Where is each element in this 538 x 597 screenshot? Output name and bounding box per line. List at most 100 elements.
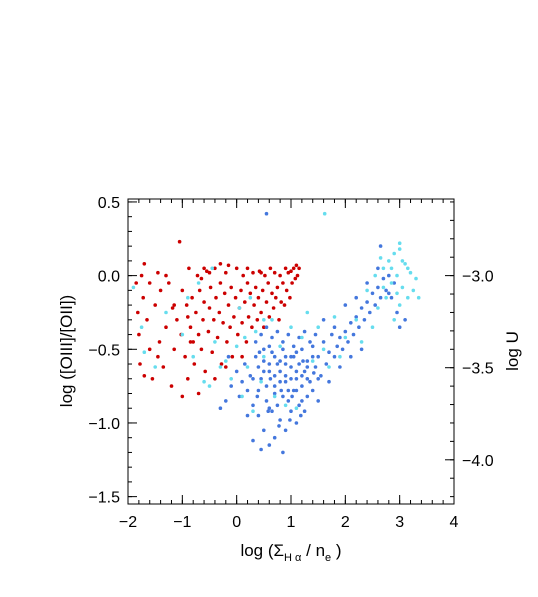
data-point xyxy=(279,300,284,304)
data-point xyxy=(302,409,307,414)
data-point xyxy=(196,281,201,285)
data-point xyxy=(136,310,140,315)
data-point xyxy=(283,374,288,378)
data-point xyxy=(400,285,405,290)
data-point xyxy=(172,347,176,352)
data-point xyxy=(224,399,228,403)
data-point xyxy=(316,399,321,403)
data-point xyxy=(290,394,294,399)
data-point xyxy=(286,332,291,337)
data-point xyxy=(240,379,244,384)
data-point xyxy=(210,350,214,355)
data-point xyxy=(245,413,250,418)
data-point xyxy=(243,300,247,304)
data-point xyxy=(156,270,160,275)
data-point xyxy=(237,306,242,310)
data-point xyxy=(389,295,394,300)
data-point xyxy=(270,291,274,296)
data-point xyxy=(268,266,273,271)
data-point xyxy=(206,329,211,334)
data-point xyxy=(332,325,337,330)
data-point xyxy=(416,295,421,300)
data-point xyxy=(289,377,293,381)
data-point xyxy=(354,295,359,300)
x-tick-label: −1 xyxy=(173,514,191,531)
data-point xyxy=(226,303,231,307)
data-point xyxy=(138,362,142,366)
data-point xyxy=(305,359,310,363)
data-point xyxy=(294,369,299,374)
data-point xyxy=(256,413,261,418)
data-point xyxy=(290,281,294,285)
data-point xyxy=(250,325,254,330)
data-point xyxy=(221,321,225,325)
data-point xyxy=(175,318,179,322)
data-point xyxy=(305,310,310,315)
data-point xyxy=(197,288,202,293)
data-point xyxy=(259,332,263,337)
data-point xyxy=(253,354,258,359)
data-point xyxy=(194,310,198,315)
data-point xyxy=(229,377,233,381)
data-point xyxy=(283,403,288,408)
data-point xyxy=(300,347,304,352)
data-point xyxy=(202,266,206,271)
data-point xyxy=(321,347,326,352)
data-point xyxy=(359,306,364,310)
data-point xyxy=(164,325,168,330)
x-tick-label: −2 xyxy=(119,514,137,531)
data-point xyxy=(207,306,212,310)
data-point xyxy=(208,285,213,290)
data-point xyxy=(357,325,361,330)
data-point xyxy=(245,266,250,271)
data-point xyxy=(319,374,323,378)
data-point xyxy=(332,354,337,359)
data-point xyxy=(253,285,258,290)
data-point xyxy=(302,369,307,374)
data-point xyxy=(262,347,266,352)
data-point xyxy=(376,285,380,290)
data-point xyxy=(389,281,394,285)
y-tick-label: −0.5 xyxy=(88,342,120,359)
data-point xyxy=(219,362,224,366)
data-point xyxy=(260,288,265,293)
x-tick-label: 2 xyxy=(341,514,350,531)
data-point xyxy=(365,288,369,293)
data-point xyxy=(291,354,296,359)
data-point xyxy=(234,266,239,271)
data-point xyxy=(188,325,193,330)
data-point xyxy=(275,362,280,366)
data-point xyxy=(186,295,190,300)
data-point xyxy=(272,374,277,378)
data-point xyxy=(251,270,255,275)
data-point xyxy=(259,447,263,452)
data-point xyxy=(283,266,288,271)
data-point xyxy=(289,354,293,359)
right-tick-label: −3.0 xyxy=(462,269,494,286)
data-point xyxy=(240,321,244,325)
data-point xyxy=(313,365,318,369)
data-point xyxy=(218,262,223,266)
data-point xyxy=(373,273,378,278)
data-point xyxy=(169,384,174,388)
data-point xyxy=(351,332,356,337)
data-point xyxy=(327,365,331,369)
data-point xyxy=(139,273,144,278)
data-point xyxy=(297,266,301,271)
data-point xyxy=(387,259,391,263)
data-point xyxy=(268,377,273,381)
x-axis-ticks: −2 −1 0 1 2 3 4 xyxy=(119,199,459,531)
data-point xyxy=(281,340,285,344)
data-point xyxy=(302,329,307,334)
data-point xyxy=(330,332,334,337)
data-point xyxy=(237,394,242,399)
data-point xyxy=(230,354,235,359)
data-point xyxy=(142,374,147,378)
data-point xyxy=(392,318,397,322)
data-point xyxy=(384,288,388,293)
data-point xyxy=(294,377,299,381)
data-point xyxy=(186,377,190,381)
y-tick-label: −1.5 xyxy=(88,490,120,507)
data-point xyxy=(316,377,321,381)
